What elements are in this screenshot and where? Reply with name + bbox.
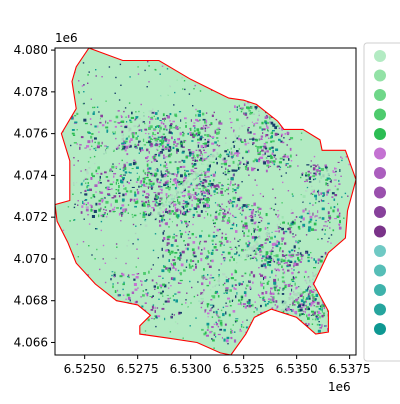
legend-marker bbox=[374, 69, 386, 82]
x-offset-label: 1e6 bbox=[328, 380, 351, 394]
x-tick-label: 6.5300 bbox=[170, 362, 212, 376]
legend-marker bbox=[374, 245, 386, 257]
legend-marker bbox=[374, 225, 386, 238]
legend-marker bbox=[374, 167, 386, 179]
region-base-fill bbox=[55, 48, 356, 355]
legend-marker bbox=[374, 323, 386, 335]
legend-marker bbox=[374, 284, 386, 296]
y-axis: 4.066 4.068 4.070 4.072 4.074 4.076 4.078 4.080 bbox=[14, 43, 55, 349]
y-tick-label: 4.080 bbox=[14, 43, 48, 57]
legend bbox=[363, 42, 400, 362]
y-tick-label: 4.078 bbox=[14, 85, 48, 99]
legend-marker bbox=[374, 50, 386, 62]
legend-marker bbox=[374, 128, 386, 140]
y-tick-label: 4.068 bbox=[14, 294, 48, 308]
y-tick-label: 4.074 bbox=[14, 168, 48, 182]
legend-frame bbox=[363, 42, 400, 362]
map-area bbox=[55, 48, 356, 355]
legend-marker bbox=[374, 89, 386, 101]
legend-marker bbox=[374, 264, 386, 277]
x-tick-label: 6.5250 bbox=[64, 362, 106, 376]
legend-marker bbox=[374, 206, 386, 218]
axes-frame bbox=[54, 47, 357, 356]
x-tick-label: 6.5325 bbox=[223, 362, 265, 376]
x-tick-label: 6.5275 bbox=[117, 362, 159, 376]
legend-marker bbox=[374, 186, 386, 199]
x-tick-label: 6.5350 bbox=[276, 362, 318, 376]
region-boundary bbox=[55, 48, 356, 355]
legend-marker bbox=[374, 303, 386, 316]
y-tick-label: 4.072 bbox=[14, 210, 48, 224]
y-tick-label: 4.066 bbox=[14, 335, 48, 349]
y-offset-label: 1e6 bbox=[55, 31, 78, 45]
legend-marker bbox=[374, 108, 386, 121]
legend-marker bbox=[374, 147, 386, 160]
y-tick-label: 4.076 bbox=[14, 127, 48, 141]
x-tick-label: 6.5375 bbox=[329, 362, 371, 376]
y-tick-label: 4.070 bbox=[14, 252, 48, 266]
x-axis: 6.5250 6.5275 6.5300 6.5325 6.5350 6.5375 bbox=[64, 355, 371, 376]
